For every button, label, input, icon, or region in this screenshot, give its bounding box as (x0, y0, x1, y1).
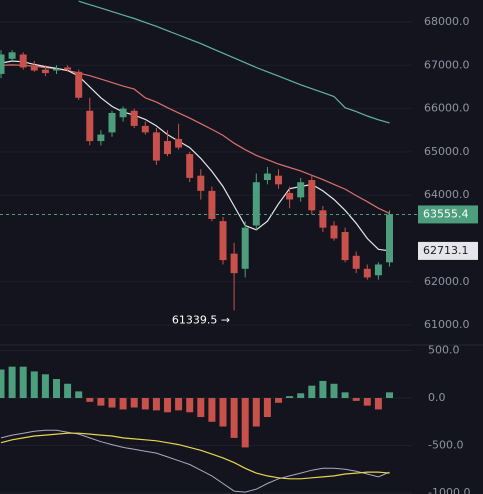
macd-bar (330, 383, 338, 399)
candle-body (386, 214, 393, 263)
candle-body (0, 54, 5, 74)
candle-body (308, 180, 316, 211)
macd-bar (130, 398, 138, 408)
ma-price-box (418, 241, 478, 260)
macd-bar (8, 366, 16, 399)
macd-bar (75, 391, 83, 399)
candle-body (197, 175, 205, 191)
y-tick-label: 67000.0 (424, 58, 470, 71)
macd-bar (352, 398, 360, 401)
candle-body (86, 110, 94, 142)
candle-body (297, 182, 305, 198)
macd-bar (286, 396, 294, 399)
macd-bar (41, 374, 49, 399)
macd-bar (308, 385, 316, 399)
last-price-label: 63555.4 (423, 207, 469, 220)
y-tick-label: 66000.0 (424, 102, 470, 115)
candle-body (352, 255, 360, 269)
candle-body (319, 210, 327, 228)
moving-average (78, 0, 390, 124)
macd-bar (297, 393, 305, 399)
macd-bar (230, 398, 238, 438)
low-annotation: 61339.5 → (172, 313, 230, 326)
candle-body (152, 132, 160, 161)
macd-dea (0, 432, 390, 480)
y-tick-label: -500.0 (428, 439, 463, 452)
candle-body (19, 54, 27, 68)
macd-bar (0, 369, 5, 399)
y-tick-label: 0.0 (428, 391, 446, 404)
macd-bar (64, 383, 72, 399)
macd-bar (319, 380, 327, 399)
y-tick-label: 64000.0 (424, 188, 470, 201)
y-tick-label: 65000.0 (424, 145, 470, 158)
candle-body (75, 71, 83, 98)
y-tick-label: 68000.0 (424, 15, 470, 28)
candle-body (130, 110, 138, 126)
candle-body (341, 231, 349, 261)
macd-bar (175, 398, 183, 411)
macd-bar (86, 398, 94, 402)
y-tick-label: 62000.0 (424, 275, 470, 288)
macd-bar (363, 398, 371, 406)
candle-body (330, 225, 338, 239)
candle-body (8, 52, 16, 59)
macd-bar (241, 398, 249, 448)
candle-body (275, 175, 282, 185)
macd-bar (119, 398, 127, 410)
candle-body (97, 134, 105, 142)
macd-bar (108, 398, 116, 408)
macd-bar (374, 398, 382, 410)
candle-body (208, 190, 216, 220)
candle-body (41, 69, 49, 74)
macd-bar (263, 398, 271, 418)
macd-bar (275, 398, 282, 403)
candle-body (374, 264, 382, 276)
macd-bar (219, 398, 227, 427)
macd-bar (386, 392, 393, 399)
candle-body (64, 67, 72, 70)
macd-bar (164, 398, 171, 413)
candle-body (108, 112, 116, 133)
y-tick-label: -1000.0 (428, 486, 470, 494)
macd-bar (186, 398, 194, 413)
macd-bar (53, 379, 60, 399)
candle-body (230, 253, 238, 274)
candle-body (186, 154, 194, 178)
candle-body (252, 182, 260, 226)
macd-dif (0, 429, 390, 493)
candle-body (119, 108, 127, 118)
macd-bar (341, 392, 349, 399)
candle-body (219, 221, 227, 261)
candle-body (30, 65, 38, 71)
macd-bar (152, 398, 160, 411)
candle-body (141, 125, 149, 133)
candle-body (53, 68, 60, 71)
y-tick-label: 500.0 (428, 344, 460, 357)
macd-bar (97, 398, 105, 406)
macd-bar (30, 371, 38, 399)
ma-price-label: 62713.1 (423, 244, 469, 257)
macd-bar (197, 398, 205, 418)
moving-average (0, 60, 390, 252)
candle-body (164, 141, 171, 155)
candle-body (363, 268, 371, 278)
candle-body (286, 193, 294, 200)
last-price-box (418, 205, 478, 224)
macd-bar (252, 398, 260, 427)
macd-bar (19, 366, 27, 399)
y-tick-label: 61000.0 (424, 318, 470, 331)
macd-bar (208, 398, 216, 422)
candle-body (175, 138, 183, 148)
candle-body (241, 227, 249, 269)
macd-bar (141, 398, 149, 410)
candle-body (263, 173, 271, 181)
